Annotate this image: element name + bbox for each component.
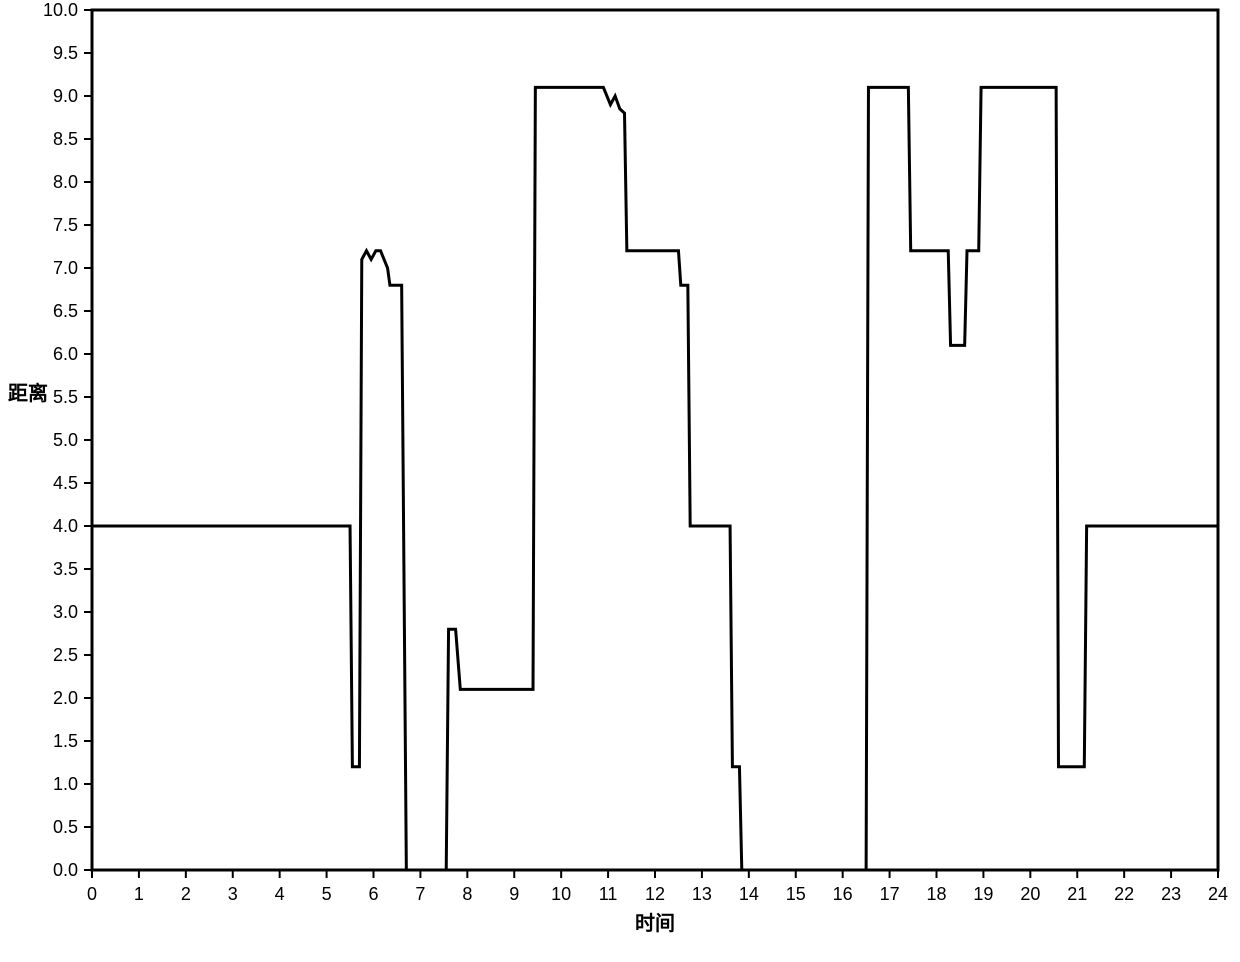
y-axis-label: 距离: [8, 381, 48, 405]
x-tick-label: 10: [551, 884, 571, 904]
y-tick-label: 10.0: [43, 0, 78, 20]
chart-container: 0123456789101112131415161718192021222324…: [0, 0, 1240, 962]
y-tick-label: 3.5: [53, 559, 78, 579]
x-tick-label: 0: [87, 884, 97, 904]
x-tick-label: 7: [415, 884, 425, 904]
x-tick-label: 17: [880, 884, 900, 904]
x-tick-label: 9: [509, 884, 519, 904]
x-tick-label: 13: [692, 884, 712, 904]
x-tick-label: 6: [368, 884, 378, 904]
x-tick-label: 20: [1020, 884, 1040, 904]
y-tick-label: 9.0: [53, 86, 78, 106]
x-tick-label: 24: [1208, 884, 1228, 904]
y-tick-label: 5.0: [53, 430, 78, 450]
x-tick-label: 18: [926, 884, 946, 904]
y-tick-label: 7.0: [53, 258, 78, 278]
y-tick-label: 7.5: [53, 215, 78, 235]
x-tick-label: 2: [181, 884, 191, 904]
x-tick-label: 15: [786, 884, 806, 904]
y-tick-label: 3.0: [53, 602, 78, 622]
x-tick-label: 19: [973, 884, 993, 904]
line-chart: 0123456789101112131415161718192021222324…: [0, 0, 1240, 962]
y-tick-label: 8.0: [53, 172, 78, 192]
y-tick-label: 4.5: [53, 473, 78, 493]
y-tick-label: 2.0: [53, 688, 78, 708]
y-tick-label: 1.5: [53, 731, 78, 751]
y-tick-label: 0.5: [53, 817, 78, 837]
y-tick-label: 6.5: [53, 301, 78, 321]
x-tick-label: 22: [1114, 884, 1134, 904]
x-tick-label: 16: [833, 884, 853, 904]
x-tick-label: 14: [739, 884, 759, 904]
x-tick-label: 4: [275, 884, 285, 904]
y-tick-label: 6.0: [53, 344, 78, 364]
y-tick-label: 0.0: [53, 860, 78, 880]
x-tick-label: 8: [462, 884, 472, 904]
x-tick-label: 1: [134, 884, 144, 904]
y-tick-label: 2.5: [53, 645, 78, 665]
y-tick-label: 9.5: [53, 43, 78, 63]
x-tick-label: 21: [1067, 884, 1087, 904]
x-tick-label: 12: [645, 884, 665, 904]
x-axis-label: 时间: [635, 912, 675, 935]
x-tick-label: 3: [228, 884, 238, 904]
x-tick-label: 23: [1161, 884, 1181, 904]
x-tick-label: 11: [599, 884, 618, 904]
x-tick-label: 5: [322, 884, 332, 904]
y-tick-label: 5.5: [53, 387, 78, 407]
y-tick-label: 4.0: [53, 516, 78, 536]
y-tick-label: 1.0: [53, 774, 78, 794]
y-tick-label: 8.5: [53, 129, 78, 149]
